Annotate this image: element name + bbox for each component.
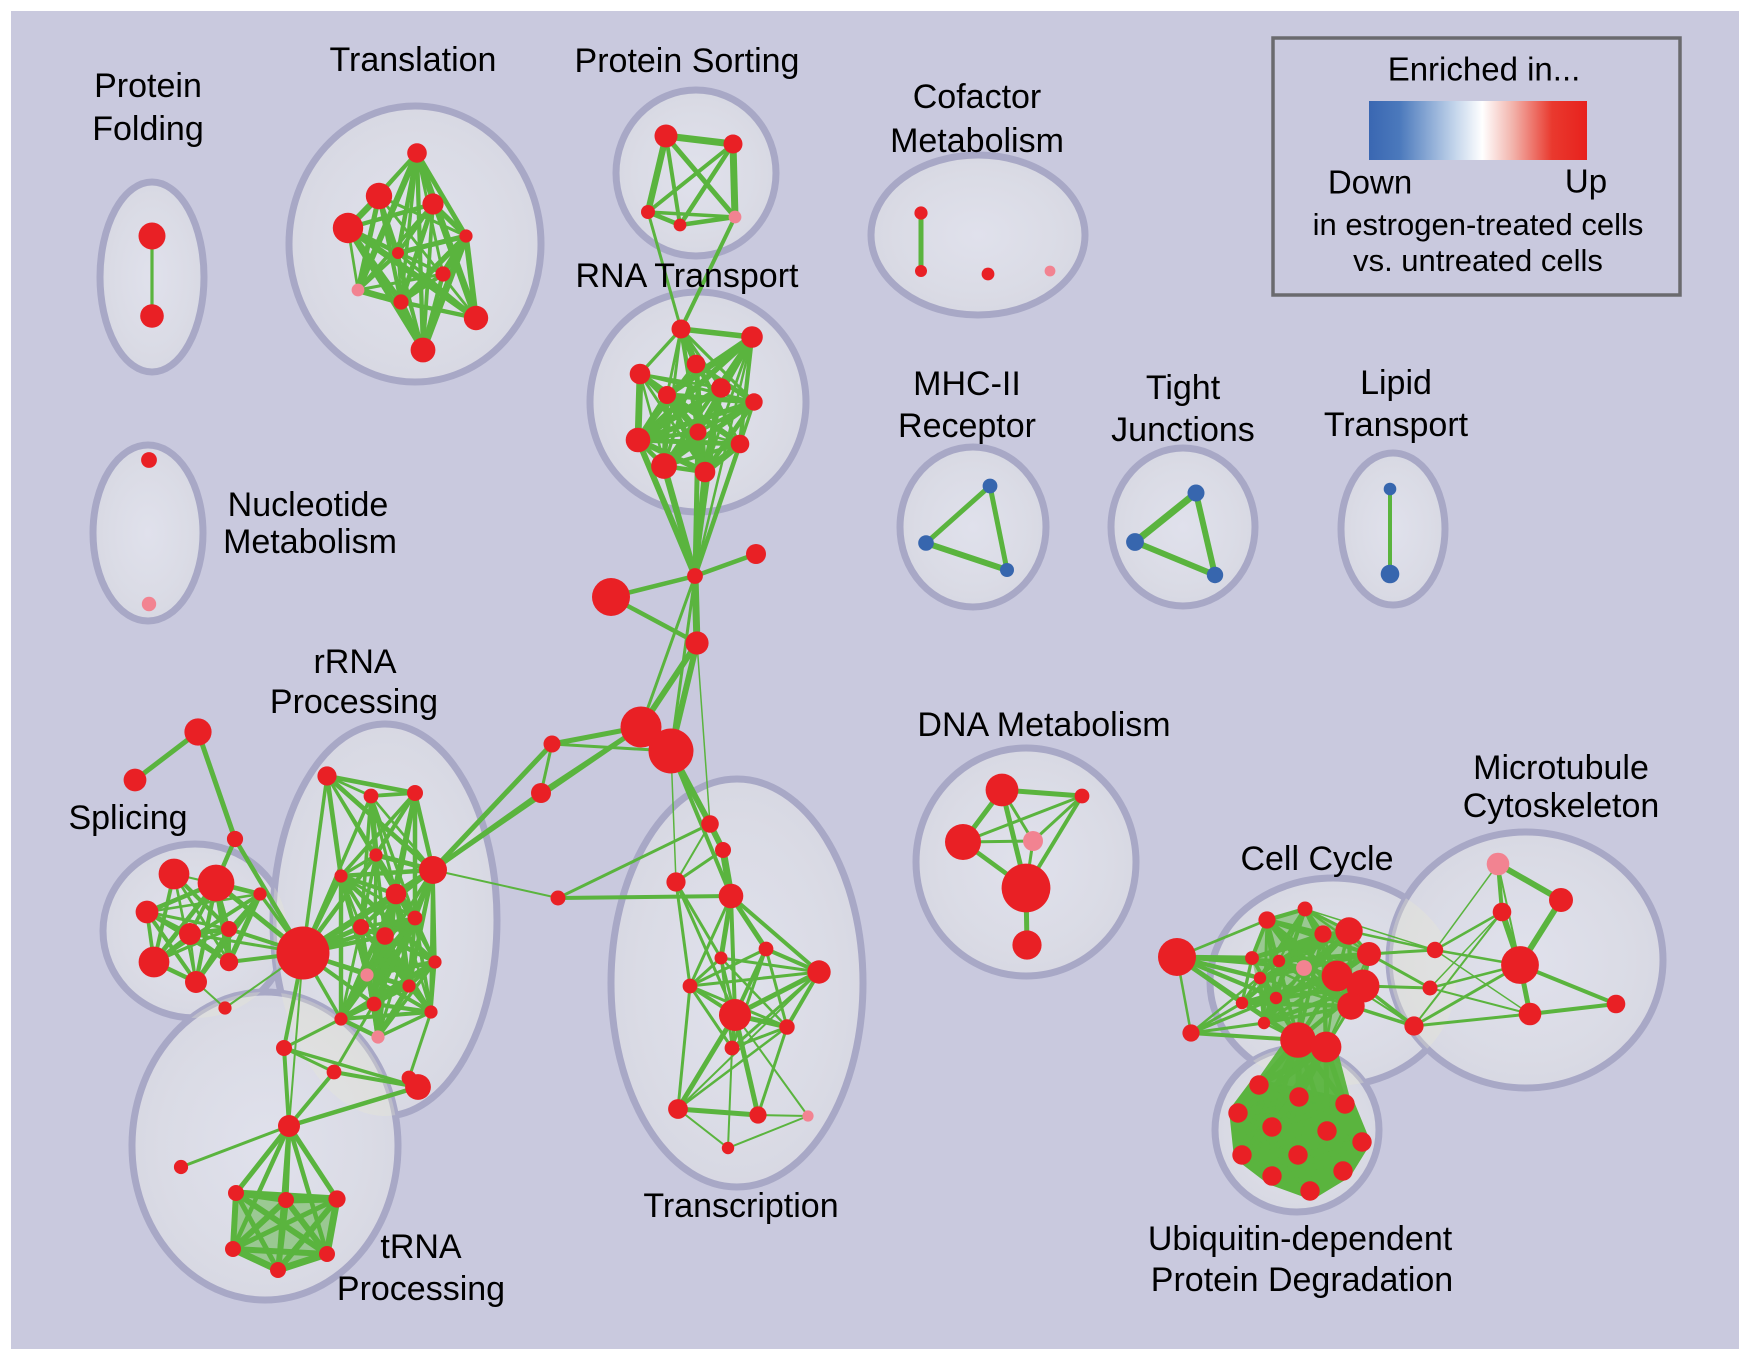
svg-text:Ubiquitin-dependent: Ubiquitin-dependent	[1148, 1220, 1453, 1258]
svg-text:tRNA: tRNA	[380, 1228, 462, 1266]
svg-text:Transport: Transport	[1324, 406, 1469, 444]
svg-text:Protein Sorting: Protein Sorting	[575, 42, 800, 80]
svg-text:rRNA: rRNA	[313, 643, 396, 681]
svg-text:MHC-II: MHC-II	[913, 365, 1021, 403]
svg-text:Lipid: Lipid	[1360, 364, 1432, 402]
svg-text:Receptor: Receptor	[898, 407, 1036, 445]
svg-text:Metabolism: Metabolism	[890, 122, 1064, 160]
svg-text:Nucleotide: Nucleotide	[228, 486, 389, 524]
svg-text:Down: Down	[1328, 164, 1412, 201]
svg-text:Splicing: Splicing	[68, 799, 187, 837]
svg-text:Enriched in...: Enriched in...	[1388, 51, 1581, 88]
svg-text:vs. untreated cells: vs. untreated cells	[1353, 243, 1603, 278]
svg-text:in estrogen-treated cells: in estrogen-treated cells	[1313, 207, 1644, 242]
svg-text:Metabolism: Metabolism	[223, 523, 397, 561]
svg-text:Protein: Protein	[94, 67, 202, 105]
svg-text:Tight: Tight	[1146, 369, 1221, 407]
svg-text:Junctions: Junctions	[1111, 411, 1255, 449]
svg-text:Up: Up	[1565, 163, 1607, 200]
svg-text:Processing: Processing	[270, 683, 438, 721]
svg-text:Translation: Translation	[330, 41, 497, 79]
svg-text:Folding: Folding	[92, 110, 204, 148]
svg-text:Microtubule: Microtubule	[1473, 749, 1649, 787]
svg-text:DNA Metabolism: DNA Metabolism	[917, 706, 1170, 744]
svg-text:Protein Degradation: Protein Degradation	[1151, 1261, 1453, 1299]
svg-text:Cell Cycle: Cell Cycle	[1240, 840, 1393, 878]
svg-text:Cofactor: Cofactor	[913, 78, 1042, 116]
svg-text:RNA Transport: RNA Transport	[576, 257, 800, 295]
svg-text:Cytoskeleton: Cytoskeleton	[1463, 787, 1660, 825]
svg-text:Transcription: Transcription	[643, 1187, 838, 1225]
svg-text:Processing: Processing	[337, 1270, 505, 1308]
